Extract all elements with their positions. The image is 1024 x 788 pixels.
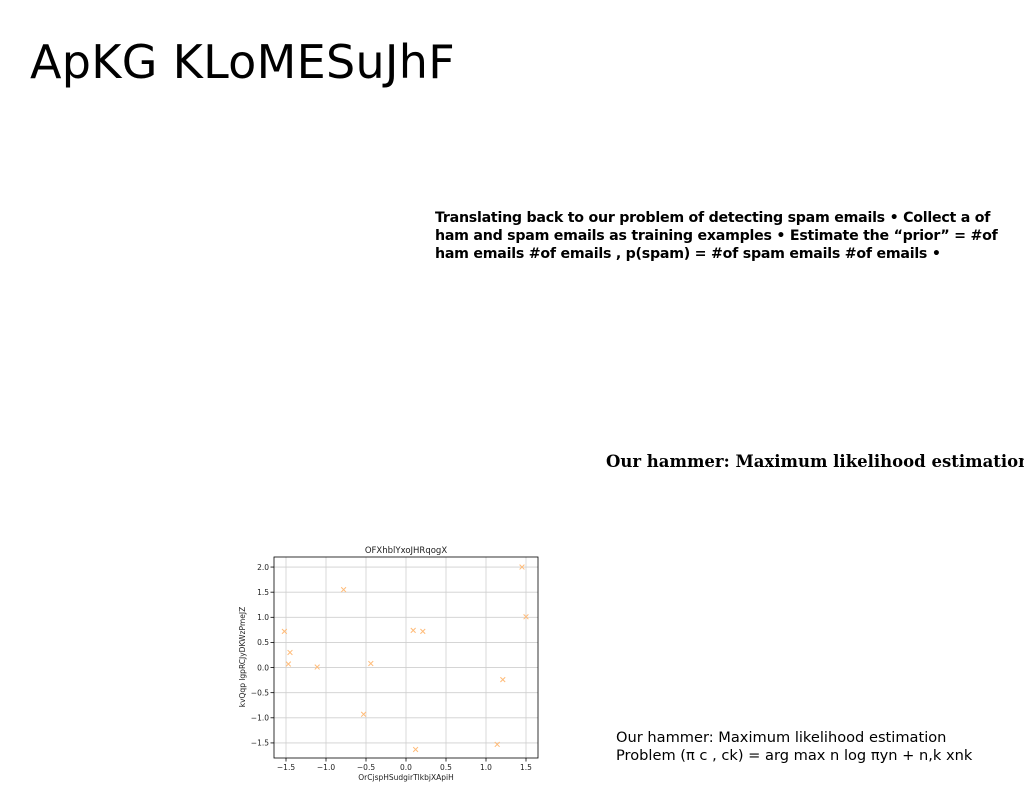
chart-title: OFXhblYxoJHRqogX (365, 546, 448, 556)
y-axis-label: kvQqp lgpRCJyDKWzPmeJZ (238, 607, 247, 708)
scatter-point (340, 586, 347, 593)
scatter-point (314, 664, 320, 670)
chart-ticks: −1.5 −1.0 −0.5 0.0 0.5 1.0 1.5 −1.5 −1.0 −0.5 0.0 0… (251, 563, 532, 772)
scatter-point (519, 564, 525, 570)
chart-grid (274, 557, 538, 758)
scatter-point (285, 661, 292, 667)
scatter-point (287, 649, 293, 656)
y-tick-label: 0.5 (257, 638, 269, 647)
notes-line-2: Problem (π c , ck) = arg max n log πyn +… (616, 747, 973, 764)
notes-line-1: Our hammer: Maximum likelihood estimatio… (616, 729, 947, 746)
scatter-point (412, 746, 419, 753)
scatter-point (281, 628, 288, 635)
scatter-point (360, 711, 367, 718)
y-tick-label: −0.5 (251, 688, 269, 697)
scatter-point (410, 627, 416, 634)
speaker-notes: Our hammer: Maximum likelihood estimatio… (616, 729, 1024, 765)
section-heading: Our hammer: Maximum likelihood estimatio… (606, 452, 1024, 471)
scatter-point (500, 676, 506, 683)
scatter-point (368, 660, 374, 667)
x-tick-label: 0.0 (400, 763, 412, 772)
y-tick-label: 1.5 (257, 588, 269, 597)
scatter-point (494, 741, 500, 748)
chart-points (281, 564, 529, 753)
x-tick-label: 0.5 (440, 763, 452, 772)
scatter-point (420, 628, 426, 635)
x-tick-label: −1.5 (277, 763, 295, 772)
slide-title: ApKG KLoMESuJhF (30, 35, 456, 89)
y-tick-label: 0.0 (257, 663, 269, 672)
chart-svg: −1.5 −1.0 −0.5 0.0 0.5 1.0 1.5 −1.5 −1.0 −0.5 0.0 0… (238, 546, 539, 782)
slide-paragraph: Translating back to our problem of detec… (435, 210, 998, 262)
x-tick-label: 1.5 (520, 763, 532, 772)
x-tick-label: −0.5 (357, 763, 375, 772)
y-tick-label: 2.0 (257, 563, 269, 572)
x-tick-label: −1.0 (317, 763, 335, 772)
y-tick-label: −1.0 (251, 714, 269, 723)
y-tick-label: −1.5 (251, 739, 269, 748)
x-axis-label: OrCjspHSudgirTlkbjXApiH (358, 773, 453, 782)
scatter-point (523, 614, 529, 620)
y-tick-label: 1.0 (257, 613, 269, 622)
scatter-chart: −1.5 −1.0 −0.5 0.0 0.5 1.0 1.5 −1.5 −1.0 −0.5 0.0 0… (236, 540, 546, 786)
x-tick-label: 1.0 (480, 763, 492, 772)
